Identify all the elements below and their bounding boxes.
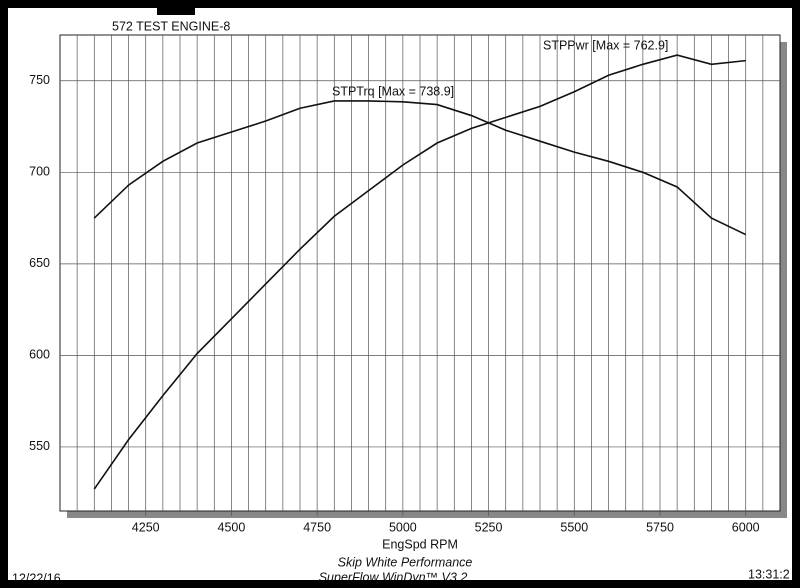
frame [792, 0, 800, 588]
y-tick-label: 650 [29, 256, 50, 270]
y-tick-label: 750 [29, 73, 50, 87]
time: 13:31:2 [748, 567, 790, 581]
x-axis-label: EngSpd RPM [382, 537, 458, 551]
x-tick-label: 4250 [132, 520, 160, 534]
annotation: STPTrq [Max = 738.9] [332, 84, 454, 98]
title-bar [157, 8, 195, 15]
footer: Skip White Performance [338, 555, 473, 569]
x-tick-label: 5750 [646, 520, 674, 534]
annotation: STPPwr [Max = 762.9] [543, 38, 668, 52]
series-line [93, 100, 747, 236]
x-tick-label: 5000 [389, 520, 417, 534]
y-tick-label: 550 [29, 439, 50, 453]
x-tick-label: 4500 [218, 520, 246, 534]
chart-title: 572 TEST ENGINE-8 [112, 19, 230, 33]
y-tick-label: 700 [29, 165, 50, 179]
series-line [93, 54, 746, 490]
x-tick-label: 6000 [732, 520, 760, 534]
x-tick-label: 5250 [475, 520, 503, 534]
x-tick-label: 4750 [303, 520, 331, 534]
x-tick-label: 5500 [560, 520, 588, 534]
y-tick-label: 600 [29, 348, 50, 362]
frame [0, 580, 800, 588]
